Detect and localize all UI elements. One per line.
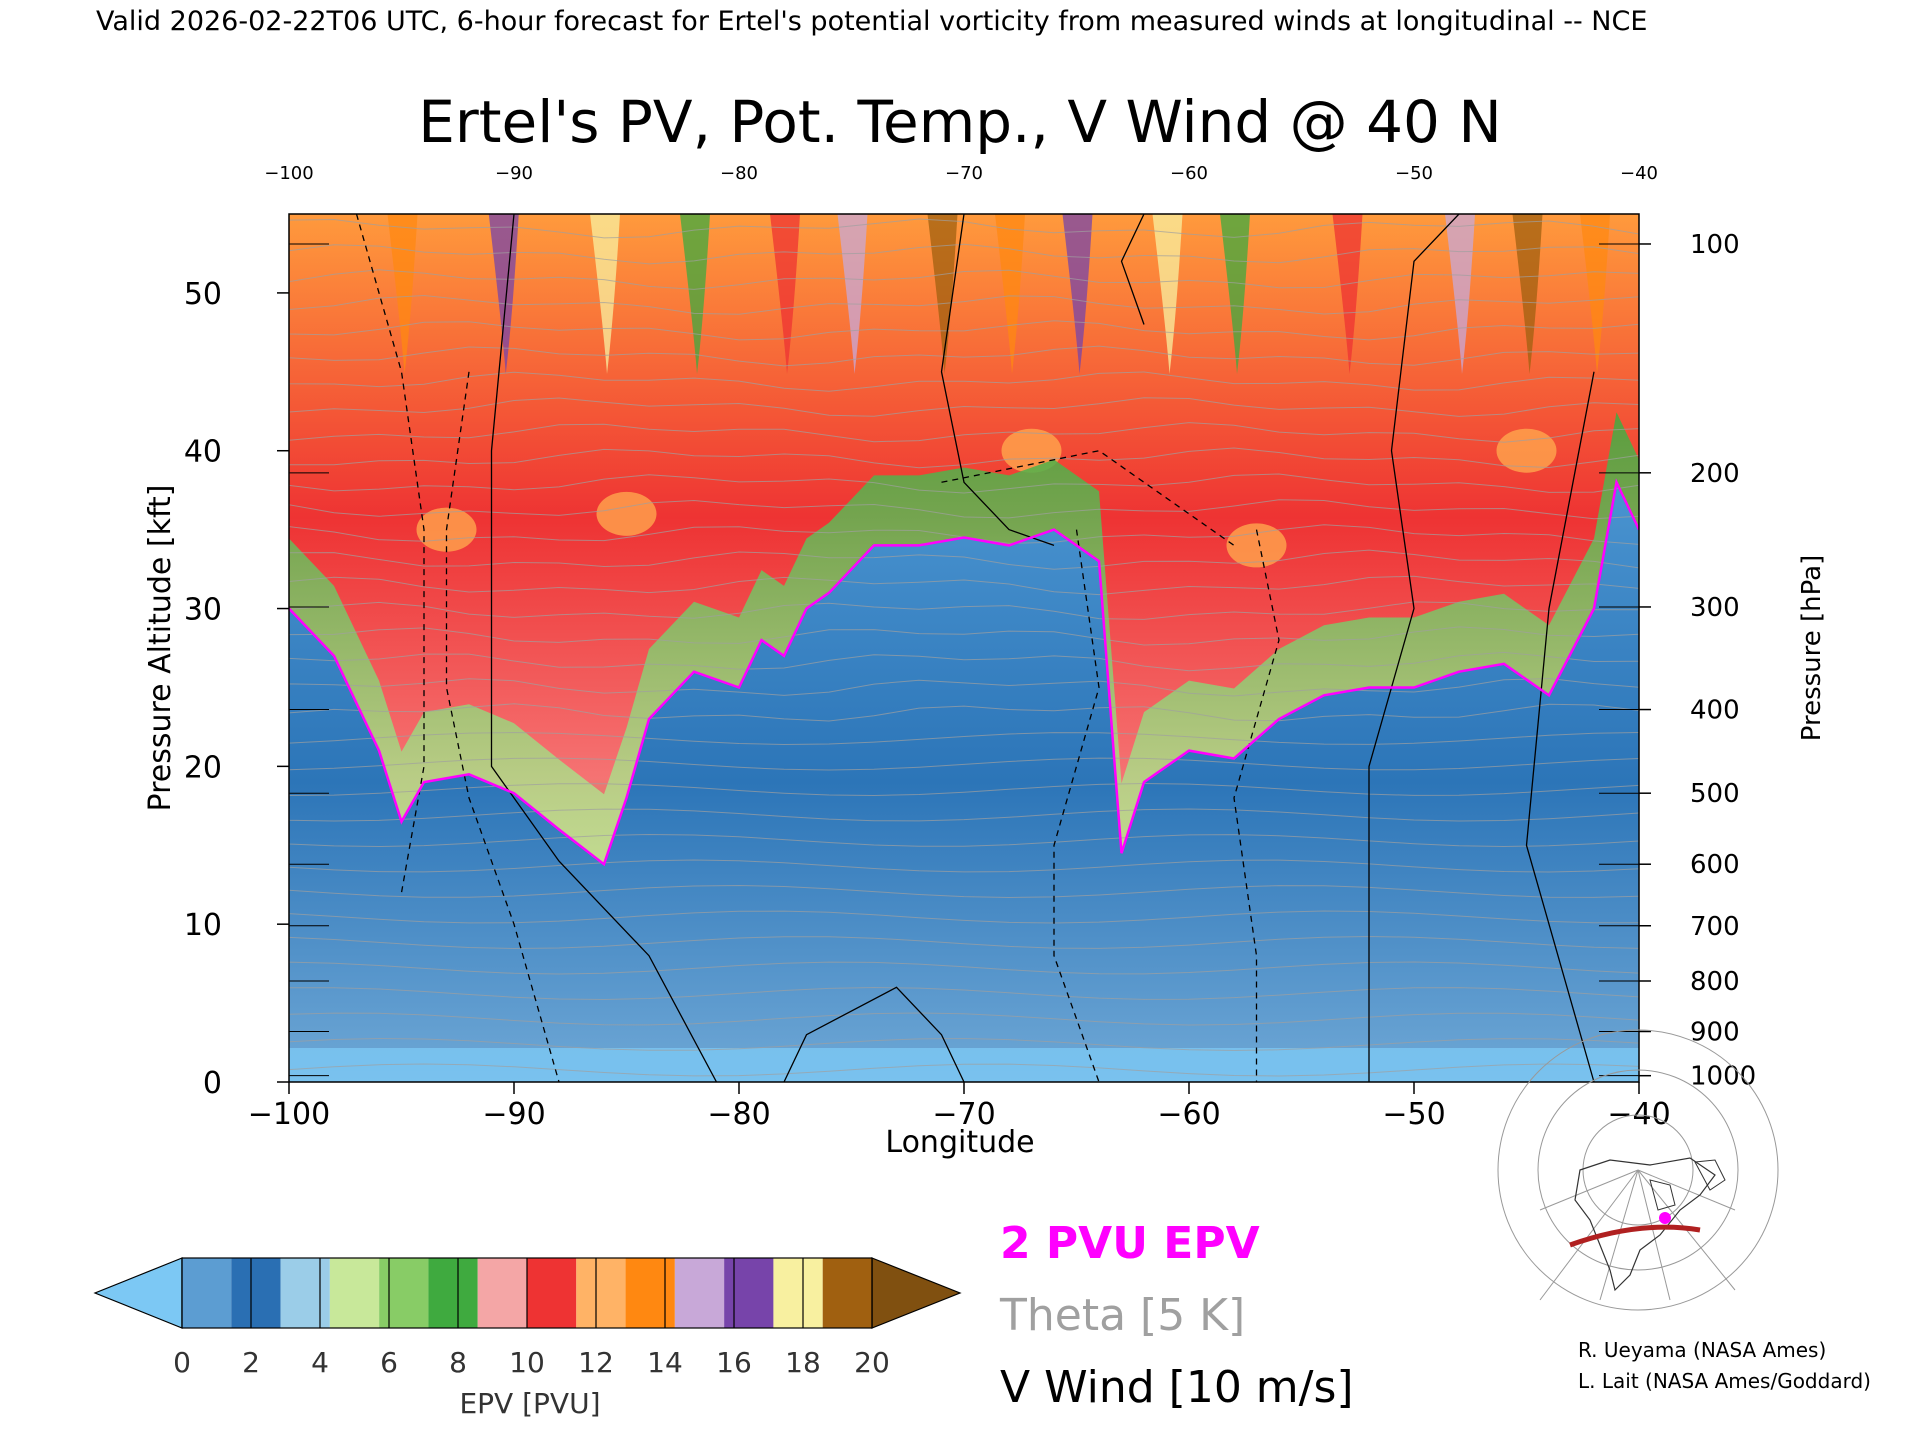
- colorbar-tick-label: 10: [509, 1346, 545, 1379]
- x2-tick-label: −80: [720, 163, 758, 184]
- colorbar-segment: [625, 1258, 675, 1328]
- boundary-layer-field: [289, 1048, 1639, 1082]
- credit-line-2: L. Lait (NASA Ames/Goddard): [1578, 1369, 1871, 1393]
- colorbar-tick-label: 18: [785, 1346, 821, 1379]
- pressure-tick-label: 600: [1690, 850, 1740, 880]
- colorbar-frame: [181, 1257, 873, 1329]
- colorbar-tick-label: 16: [716, 1346, 752, 1379]
- colorbar-segment: [379, 1258, 429, 1328]
- pressure-tick-label: 200: [1690, 459, 1740, 489]
- colorbar-segment: [280, 1258, 330, 1328]
- pressure-tick-label: 500: [1690, 779, 1740, 809]
- x-axis-bottom: −100 −90 −80 −70 −60 −50 −40: [248, 1082, 1671, 1132]
- colorbar-label: EPV [PVU]: [459, 1387, 600, 1420]
- colorbar-tick-label: 20: [854, 1346, 890, 1379]
- x2-tick-label: −90: [495, 163, 533, 184]
- x-tick-label: −40: [1607, 1097, 1670, 1132]
- x-tick-label: −90: [482, 1097, 545, 1132]
- chart-title: Ertel's PV, Pot. Temp., V Wind @ 40 N: [418, 88, 1501, 156]
- y2-axis-label: Pressure [hPa]: [1797, 555, 1827, 742]
- x-tick-label: −100: [248, 1097, 330, 1132]
- stratosphere-stripes: [387, 214, 1610, 568]
- y-tick-label: 10: [184, 908, 222, 943]
- y-tick-label: 50: [184, 277, 222, 312]
- colorbar-under-arrow: [93, 1257, 183, 1329]
- credit-line-1: R. Ueyama (NASA Ames): [1578, 1338, 1826, 1362]
- colorbar-segment: [724, 1258, 774, 1328]
- transition-band: [289, 412, 1639, 865]
- y-tick-label: 40: [184, 435, 222, 470]
- pressure-tick-label: 800: [1690, 967, 1740, 997]
- y-tick-label: 0: [203, 1066, 222, 1101]
- pressure-tick-label: 900: [1690, 1017, 1740, 1047]
- x-tick-label: −80: [707, 1097, 770, 1132]
- pv-2pvu-line: [289, 478, 1639, 867]
- colorbar-tick-label: 0: [173, 1346, 191, 1379]
- pressure-tick-label: 1000: [1690, 1062, 1756, 1092]
- forecast-header: Valid 2026-02-22T06 UTC, 6-hour forecast…: [96, 6, 1647, 37]
- legend-theta: Theta [5 K]: [999, 1290, 1245, 1341]
- x-tick-label: −50: [1382, 1097, 1445, 1132]
- colorbar-tick-label: 2: [242, 1346, 260, 1379]
- colorbar-segment: [822, 1258, 872, 1328]
- y-tick-label: 20: [184, 750, 222, 785]
- x-axis-label: Longitude: [885, 1125, 1034, 1160]
- colorbar-over-arrow: [871, 1257, 962, 1329]
- colorbar-segment: [477, 1258, 527, 1328]
- colorbar-segment: [428, 1258, 478, 1328]
- x-tick-label: −70: [932, 1097, 995, 1132]
- x2-tick-label: −40: [1620, 163, 1658, 184]
- colorbar-segment: [576, 1258, 626, 1328]
- pressure-tick-label: 100: [1690, 230, 1740, 260]
- y-tick-label: 30: [184, 593, 222, 628]
- colorbar: 0 2 4 6 8 10 12 14 16 18 20: [93, 1257, 962, 1379]
- theta-contours: [289, 218, 1639, 1077]
- wind-contours: [355, 214, 1595, 1082]
- x2-tick-label: −70: [945, 163, 983, 184]
- plot-area: [289, 214, 1639, 1082]
- colorbar-segment: [527, 1258, 577, 1328]
- colorbar-segment: [773, 1258, 823, 1328]
- colorbar-segment: [674, 1258, 725, 1328]
- pressure-tick-label: 700: [1690, 912, 1740, 942]
- north-america-globe-map-icon: [1497, 1029, 1779, 1311]
- y-axis-right: 100 200 300 400 500 600 700 800 900 1000: [1639, 230, 1756, 1092]
- x2-tick-label: −50: [1395, 163, 1433, 184]
- y-axis-left: 0 10 20 30 40 50: [184, 277, 289, 1101]
- legend-pv: 2 PVU EPV: [1000, 1218, 1260, 1269]
- legend-wind: V Wind [10 m/s]: [1000, 1362, 1354, 1413]
- x2-tick-label: −60: [1170, 163, 1208, 184]
- colorbar-segment: [231, 1258, 281, 1328]
- colorbar-tick-label: 12: [578, 1346, 614, 1379]
- colorbar-tick-label: 8: [449, 1346, 467, 1379]
- colorbar-tick-label: 14: [647, 1346, 683, 1379]
- colorbar-tick-label: 6: [380, 1346, 398, 1379]
- colorbar-segment: [329, 1258, 380, 1328]
- pressure-tick-label: 400: [1690, 696, 1740, 726]
- y-axis-label: Pressure Altitude [kft]: [143, 485, 178, 812]
- x2-tick-label: −100: [264, 163, 313, 184]
- colorbar-tick-label: 4: [311, 1346, 329, 1379]
- x-tick-label: −60: [1157, 1097, 1220, 1132]
- pressure-tick-label: 300: [1690, 593, 1740, 623]
- colorbar-segment: [182, 1258, 232, 1328]
- x-axis-top: −100 −90 −80 −70 −60 −50 −40: [264, 163, 1658, 184]
